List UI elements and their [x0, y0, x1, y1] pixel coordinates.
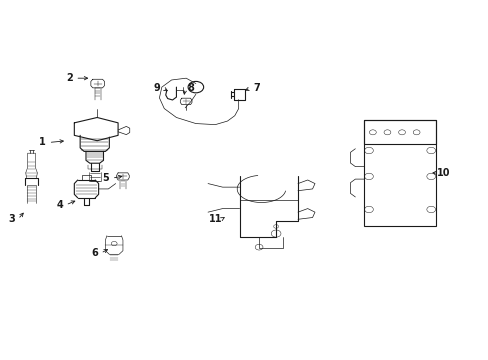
Bar — [364, 120, 435, 144]
Text: 8: 8 — [187, 83, 194, 93]
Text: 4: 4 — [56, 200, 63, 210]
Text: 3: 3 — [9, 214, 16, 224]
Bar — [364, 120, 435, 226]
Text: 2: 2 — [66, 73, 73, 83]
Text: 6: 6 — [91, 248, 98, 258]
Text: 10: 10 — [436, 168, 449, 178]
Text: 11: 11 — [208, 214, 222, 224]
Text: 7: 7 — [253, 83, 260, 93]
Text: 9: 9 — [153, 83, 160, 93]
Text: 1: 1 — [39, 138, 46, 148]
Text: 5: 5 — [102, 173, 109, 183]
